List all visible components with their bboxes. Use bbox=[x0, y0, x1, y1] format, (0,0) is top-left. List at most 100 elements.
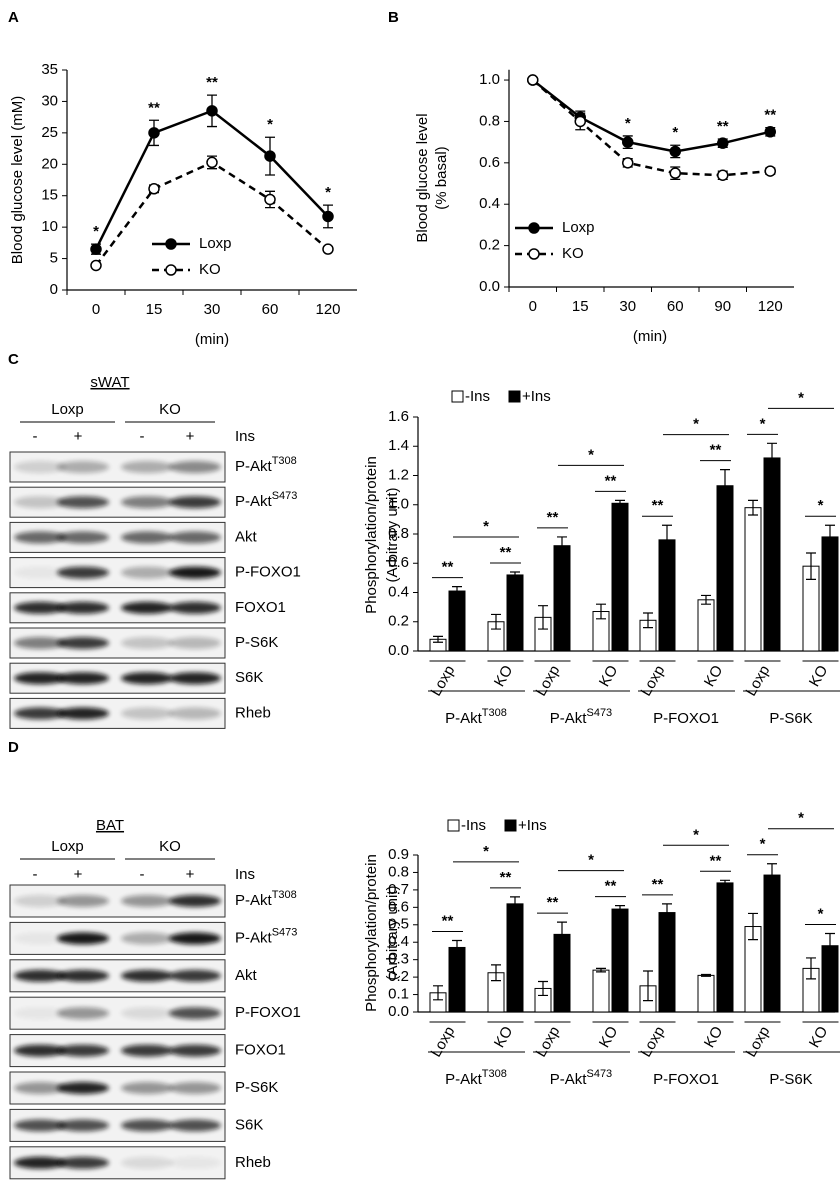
marker bbox=[90, 243, 102, 255]
blot-group-label: Loxp bbox=[51, 838, 84, 855]
significance: ** bbox=[605, 472, 617, 489]
blot-band bbox=[121, 895, 173, 907]
blot-band bbox=[169, 496, 221, 509]
blot-band bbox=[14, 1082, 66, 1094]
bar bbox=[744, 507, 762, 652]
blot-band bbox=[57, 969, 109, 982]
y-tick-label: 0.8 bbox=[479, 112, 500, 129]
significance: * bbox=[625, 115, 631, 132]
blot-row-label-main: FOXO1 bbox=[235, 1042, 286, 1059]
blot-row-label-main: Akt bbox=[235, 967, 258, 984]
significance: ** bbox=[442, 559, 454, 576]
blot-band bbox=[169, 932, 221, 945]
significance: ** bbox=[547, 894, 559, 911]
blot-group-label: KO bbox=[159, 401, 181, 418]
bar bbox=[821, 536, 839, 652]
blot-row-label: P-AktT308 bbox=[235, 889, 297, 909]
blot-row-label-main: P-FOXO1 bbox=[235, 1004, 301, 1021]
series-line bbox=[94, 109, 329, 250]
significance: * bbox=[818, 497, 824, 514]
x-tick-label: Loxp bbox=[637, 662, 668, 699]
blot-band bbox=[169, 895, 221, 907]
marker bbox=[322, 243, 334, 255]
significance: * bbox=[325, 184, 331, 201]
x-axis-label: (min) bbox=[633, 328, 667, 345]
marker bbox=[148, 127, 160, 139]
blot-band bbox=[121, 932, 173, 945]
y-tick-label: 0.6 bbox=[479, 154, 500, 171]
error-bar bbox=[596, 603, 606, 620]
blot-band bbox=[57, 672, 109, 685]
group-label: P-FOXO1 bbox=[653, 1071, 719, 1088]
x-tick-label: 120 bbox=[758, 298, 783, 315]
y-axis-label: Phosphorylation/protein bbox=[363, 456, 380, 614]
marker bbox=[764, 126, 776, 138]
x-axis-label: (min) bbox=[195, 331, 229, 348]
y-tick-label: 1.0 bbox=[479, 71, 500, 88]
y-tick-label: 10 bbox=[41, 218, 58, 235]
treatment-name: Ins bbox=[235, 428, 255, 445]
blot-row-label: P-AktT308 bbox=[235, 455, 297, 475]
blot-band bbox=[169, 1119, 221, 1132]
x-tick-label: 0 bbox=[529, 298, 537, 315]
x-tick-label: KO bbox=[806, 662, 832, 689]
significance: * bbox=[798, 810, 804, 827]
error-bar bbox=[615, 499, 625, 507]
legend-label: +Ins bbox=[522, 388, 551, 405]
significance: * bbox=[93, 223, 99, 240]
blot-band bbox=[121, 1044, 173, 1057]
blot-band bbox=[121, 1007, 173, 1020]
blot-row-label-main: P-S6K bbox=[235, 634, 278, 651]
error-bar bbox=[767, 863, 777, 887]
legend-marker bbox=[165, 264, 177, 276]
y-tick-label: 15 bbox=[41, 187, 58, 204]
error-bar bbox=[720, 879, 730, 887]
error-bar bbox=[825, 524, 835, 550]
group-label-sup: T308 bbox=[482, 707, 507, 719]
x-tick-label: Loxp bbox=[427, 1023, 458, 1060]
blot-band bbox=[14, 707, 66, 720]
group-label-main: P-S6K bbox=[769, 1071, 812, 1088]
y-tick-label: 0.0 bbox=[388, 1003, 409, 1020]
blot-row-label-main: FOXO1 bbox=[235, 599, 286, 616]
bar bbox=[697, 974, 715, 1013]
blot-band bbox=[57, 1156, 109, 1169]
marker bbox=[264, 150, 276, 162]
marker bbox=[148, 183, 160, 195]
marker bbox=[527, 74, 539, 86]
legend-swatch bbox=[508, 390, 521, 403]
error-bar bbox=[433, 985, 443, 1001]
marker bbox=[717, 169, 729, 181]
blot-band bbox=[57, 637, 109, 649]
legend-swatch bbox=[504, 819, 517, 832]
marker bbox=[669, 167, 681, 179]
panel-label: B bbox=[388, 9, 399, 26]
blot-band bbox=[169, 1082, 221, 1094]
x-tick-label: Loxp bbox=[742, 1023, 773, 1060]
blot-band bbox=[121, 672, 173, 685]
blot-band bbox=[121, 1156, 173, 1169]
blot-band bbox=[169, 1007, 221, 1020]
blot-band bbox=[14, 531, 66, 544]
x-tick-label: Loxp bbox=[427, 662, 458, 699]
error-bar bbox=[491, 613, 501, 630]
x-tick-label: 30 bbox=[204, 301, 221, 318]
x-tick-label: 60 bbox=[262, 301, 279, 318]
blot-row-label: S6K bbox=[235, 1116, 263, 1133]
group-label-main: P-S6K bbox=[769, 710, 812, 727]
legend-marker bbox=[528, 222, 540, 234]
blot-band bbox=[169, 566, 221, 579]
blot-row-label-main: P-FOXO1 bbox=[235, 564, 301, 581]
legend-swatch bbox=[447, 819, 460, 832]
bar bbox=[611, 908, 629, 1013]
blot-row-label-sup: T308 bbox=[272, 455, 297, 467]
blot-band bbox=[121, 1119, 173, 1132]
marker bbox=[717, 137, 729, 149]
significance: * bbox=[693, 826, 699, 843]
treatment-name: Ins bbox=[235, 866, 255, 883]
blot-band bbox=[169, 1156, 221, 1169]
significance: ** bbox=[500, 544, 512, 561]
blot-row-label: P-FOXO1 bbox=[235, 564, 301, 581]
error-bar bbox=[433, 635, 443, 643]
